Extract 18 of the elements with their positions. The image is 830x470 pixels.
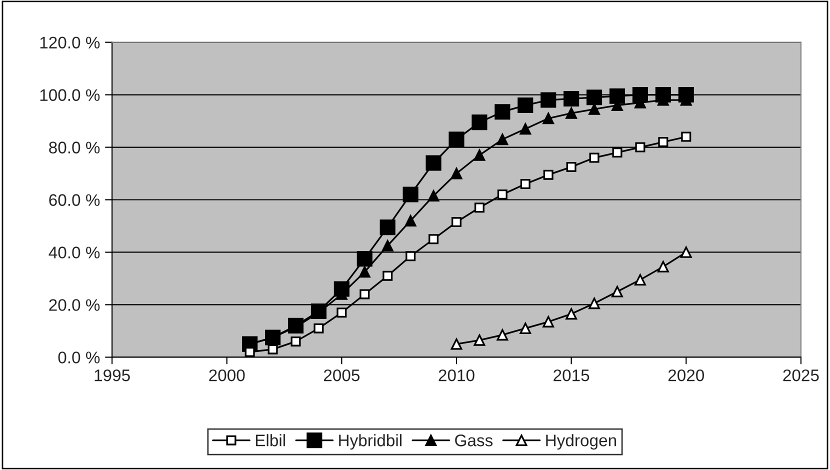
y-tick-label: 100.0 %: [40, 89, 100, 101]
legend-label: Hydrogen: [546, 434, 616, 450]
y-tick-label: 120.0 %: [40, 36, 100, 49]
legend-label: Hybridbil: [339, 434, 402, 450]
legend-label: Gass: [455, 434, 493, 446]
x-tick-label: 2010: [438, 369, 474, 382]
legend-label: Elbil: [256, 434, 285, 446]
x-tick-label: 2005: [324, 369, 360, 382]
y-tick-label: 80.0 %: [49, 142, 100, 154]
y-tick-label: 40.0 %: [48, 246, 100, 258]
x-tick-label: 2020: [668, 369, 704, 382]
y-tick-label: 60.0 %: [49, 194, 100, 206]
x-tick-label: 1995: [94, 369, 130, 382]
y-tick-label: 20.0 %: [49, 299, 100, 311]
x-tick-label: 2015: [554, 369, 590, 382]
x-tick-label: 2000: [209, 369, 245, 382]
y-tick-label: 0.0 %: [58, 352, 100, 364]
x-tick-label: 2025: [783, 369, 819, 382]
